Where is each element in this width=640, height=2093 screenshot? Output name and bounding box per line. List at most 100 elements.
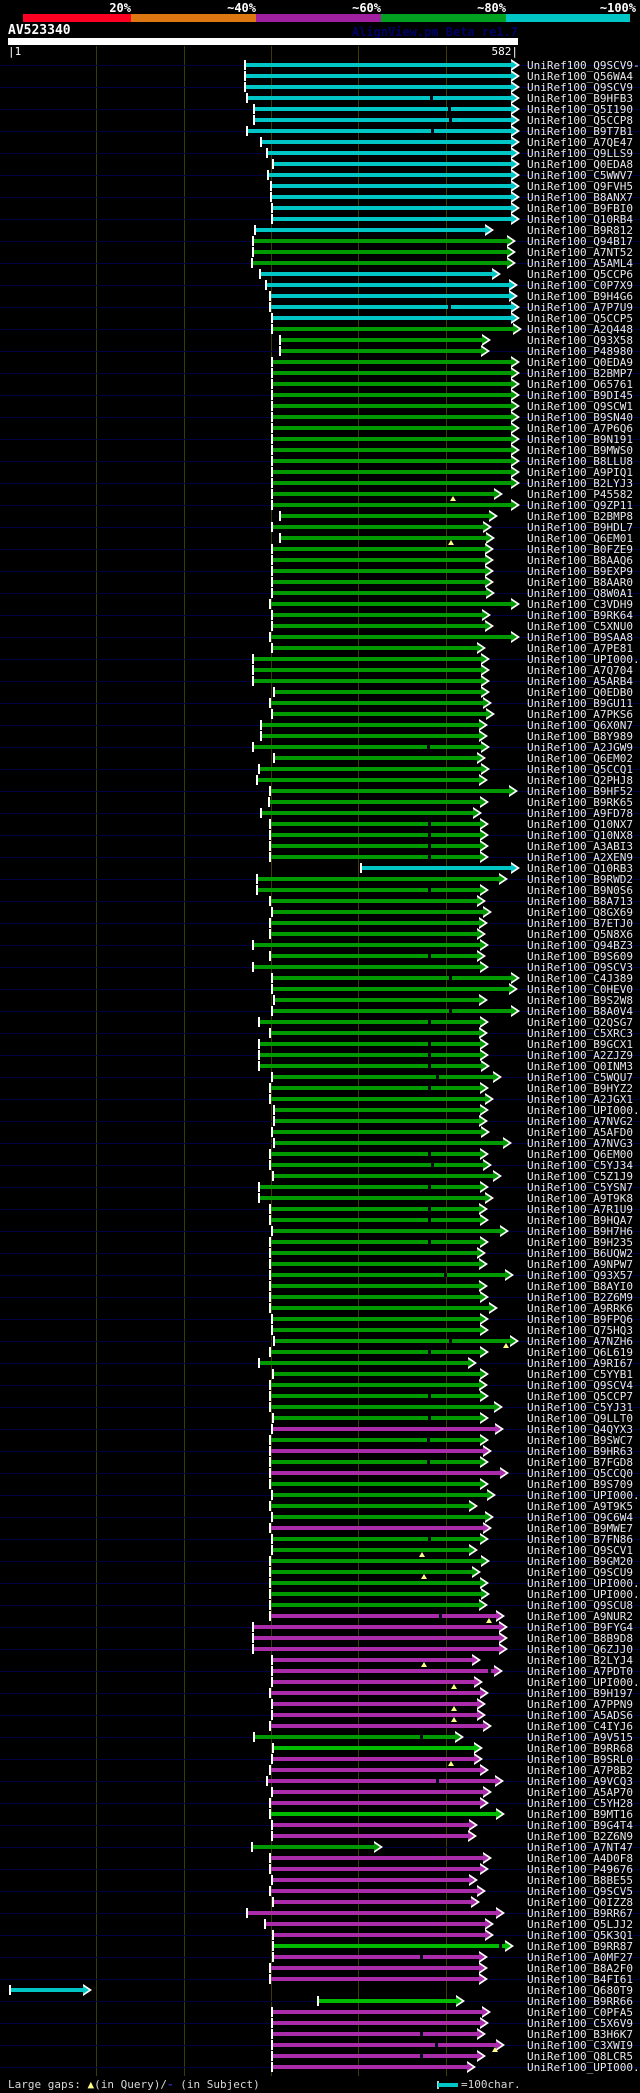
hit-accession-label[interactable]: UniRef100_Q5I190 bbox=[527, 103, 633, 116]
hit-bar[interactable] bbox=[253, 239, 508, 243]
hit-bar[interactable] bbox=[259, 1196, 486, 1200]
hit-accession-label[interactable]: UniRef100_Q0INM3 bbox=[527, 1060, 633, 1073]
hit-accession-label[interactable]: UniRef100_Q8W0A1 bbox=[527, 587, 633, 600]
hit-bar[interactable] bbox=[253, 657, 482, 661]
hit-bar[interactable] bbox=[270, 1218, 481, 1222]
hit-bar[interactable] bbox=[272, 1328, 481, 1332]
hit-accession-label[interactable]: UniRef100_C3XWI9 bbox=[527, 2039, 633, 2052]
hit-accession-label[interactable]: UniRef100_Q5CCP5 bbox=[527, 312, 633, 325]
hit-accession-label[interactable]: UniRef100_A5AP70 bbox=[527, 1786, 633, 1799]
hit-accession-label[interactable]: UniRef100_B9S709 bbox=[527, 1478, 633, 1491]
hit-bar[interactable] bbox=[270, 1240, 481, 1244]
hit-bar[interactable] bbox=[270, 1801, 481, 1805]
hit-accession-label[interactable]: UniRef100_Q5CCQ1 bbox=[527, 763, 633, 776]
hit-accession-label[interactable]: UniRef100_B8A0V4 bbox=[527, 1005, 633, 1018]
hit-bar[interactable] bbox=[270, 1273, 506, 1277]
hit-accession-label[interactable]: UniRef100_A7NVG3 bbox=[527, 1137, 633, 1150]
hit-accession-label[interactable]: UniRef100_Q75HQ3 bbox=[527, 1324, 633, 1337]
hit-accession-label[interactable]: UniRef100_A5ADS6 bbox=[527, 1709, 633, 1722]
hit-bar[interactable] bbox=[254, 1735, 456, 1739]
hit-bar[interactable] bbox=[272, 1669, 495, 1673]
hit-accession-label[interactable]: UniRef100_B9N191 bbox=[527, 433, 633, 446]
hit-accession-label[interactable]: UniRef100_B9H235 bbox=[527, 1236, 633, 1249]
hit-accession-label[interactable]: UniRef100_Q8GX69 bbox=[527, 906, 633, 919]
hit-bar[interactable] bbox=[270, 954, 478, 958]
hit-accession-label[interactable]: UniRef100_B8AAQ6 bbox=[527, 554, 633, 567]
hit-bar[interactable] bbox=[270, 844, 481, 848]
hit-accession-label[interactable]: UniRef100_B9GCX1 bbox=[527, 1038, 633, 1051]
hit-accession-label[interactable]: UniRef100_B7FN86 bbox=[527, 1533, 633, 1546]
hit-bar[interactable] bbox=[272, 470, 512, 474]
hit-bar[interactable] bbox=[272, 2032, 478, 2036]
hit-accession-label[interactable]: UniRef100_UPI000.. bbox=[527, 2061, 640, 2074]
hit-bar[interactable] bbox=[272, 481, 512, 485]
hit-accession-label[interactable]: UniRef100_C0P7X9 bbox=[527, 279, 633, 292]
hit-accession-label[interactable]: UniRef100_C4J389 bbox=[527, 972, 633, 985]
hit-bar[interactable] bbox=[274, 998, 480, 1002]
hit-bar[interactable] bbox=[261, 734, 480, 738]
hit-bar[interactable] bbox=[270, 1977, 480, 1981]
hit-accession-label[interactable]: UniRef100_Q10NX7 bbox=[527, 818, 633, 831]
hit-accession-label[interactable]: UniRef100_B9HYZ2 bbox=[527, 1082, 633, 1095]
hit-accession-label[interactable]: UniRef100_A9PIQ1 bbox=[527, 466, 633, 479]
hit-bar[interactable] bbox=[272, 591, 487, 595]
hit-bar[interactable] bbox=[272, 1229, 501, 1233]
hit-accession-label[interactable]: UniRef100_B3H6K7 bbox=[527, 2028, 633, 2041]
hit-accession-label[interactable]: UniRef100_P49676 bbox=[527, 1863, 633, 1876]
hit-bar[interactable] bbox=[273, 1746, 475, 1750]
hit-accession-label[interactable]: UniRef100_Q5CCP6 bbox=[527, 268, 633, 281]
hit-accession-label[interactable]: UniRef100_Q94B17 bbox=[527, 235, 633, 248]
hit-accession-label[interactable]: UniRef100_C4IYJ6 bbox=[527, 1720, 633, 1733]
hit-bar[interactable] bbox=[272, 976, 512, 980]
hit-accession-label[interactable]: UniRef100_B9MT16 bbox=[527, 1808, 633, 1821]
hit-accession-label[interactable]: UniRef100_B9FYG4 bbox=[527, 1621, 633, 1634]
hit-accession-label[interactable]: UniRef100_B7FGD8 bbox=[527, 1456, 633, 1469]
hit-bar[interactable] bbox=[259, 1185, 481, 1189]
hit-accession-label[interactable]: UniRef100_Q5LJJ2 bbox=[527, 1918, 633, 1931]
hit-bar[interactable] bbox=[272, 646, 478, 650]
hit-bar[interactable] bbox=[245, 85, 512, 89]
hit-bar[interactable] bbox=[270, 1284, 480, 1288]
hit-accession-label[interactable]: UniRef100_Q9SCU8 bbox=[527, 1599, 633, 1612]
hit-bar[interactable] bbox=[280, 338, 483, 342]
hit-bar[interactable] bbox=[272, 624, 486, 628]
hit-accession-label[interactable]: UniRef100_A7PKS6 bbox=[527, 708, 633, 721]
hit-accession-label[interactable]: UniRef100_Q9FVH5 bbox=[527, 180, 633, 193]
hit-accession-label[interactable]: UniRef100_A5AML4 bbox=[527, 257, 633, 270]
hit-accession-label[interactable]: UniRef100_UPI000.. bbox=[527, 653, 640, 666]
hit-accession-label[interactable]: UniRef100_Q9ZP11 bbox=[527, 499, 633, 512]
hit-bar[interactable] bbox=[259, 1064, 482, 1068]
hit-accession-label[interactable]: UniRef100_B8AYI0 bbox=[527, 1280, 633, 1293]
hit-accession-label[interactable]: UniRef100_Q4QYX3 bbox=[527, 1423, 633, 1436]
hit-bar[interactable] bbox=[272, 1130, 482, 1134]
hit-bar[interactable] bbox=[253, 943, 481, 947]
hit-accession-label[interactable]: UniRef100_Q5N8X6 bbox=[527, 928, 633, 941]
hit-accession-label[interactable]: UniRef100_B9GM20 bbox=[527, 1555, 633, 1568]
hit-accession-label[interactable]: UniRef100_Q2QSG7 bbox=[527, 1016, 633, 1029]
hit-bar[interactable] bbox=[273, 1372, 481, 1376]
hit-bar[interactable] bbox=[261, 140, 512, 144]
hit-bar[interactable] bbox=[272, 1658, 473, 1662]
hit-bar[interactable] bbox=[361, 866, 512, 870]
hit-bar[interactable] bbox=[270, 1163, 484, 1167]
hit-accession-label[interactable]: UniRef100_A7P6Q6 bbox=[527, 422, 633, 435]
hit-bar[interactable] bbox=[270, 1966, 480, 1970]
hit-accession-label[interactable]: UniRef100_B9MWE7 bbox=[527, 1522, 633, 1535]
hit-bar[interactable] bbox=[272, 415, 512, 419]
hit-accession-label[interactable]: UniRef100_C5XNU0 bbox=[527, 620, 633, 633]
hit-accession-label[interactable]: UniRef100_B6UQW2 bbox=[527, 1247, 633, 1260]
hit-accession-label[interactable]: UniRef100_Q5CCP8 bbox=[527, 114, 633, 127]
hit-accession-label[interactable]: UniRef100_P48980 bbox=[527, 345, 633, 358]
hit-bar[interactable] bbox=[272, 206, 512, 210]
hit-bar[interactable] bbox=[252, 261, 508, 265]
hit-bar[interactable] bbox=[272, 217, 512, 221]
hit-bar[interactable] bbox=[259, 1361, 469, 1365]
hit-accession-label[interactable]: UniRef100_A9VCQ3 bbox=[527, 1775, 633, 1788]
hit-accession-label[interactable]: UniRef100_C5YYB1 bbox=[527, 1368, 633, 1381]
hit-accession-label[interactable]: UniRef100_Q9SCV3 bbox=[527, 961, 633, 974]
hit-accession-label[interactable]: UniRef100_B2LYJ3 bbox=[527, 477, 633, 490]
hit-accession-label[interactable]: UniRef100_Q2PHJ8 bbox=[527, 774, 633, 787]
hit-accession-label[interactable]: UniRef100_B9R812 bbox=[527, 224, 633, 237]
hit-bar[interactable] bbox=[280, 536, 487, 540]
hit-bar[interactable] bbox=[272, 2065, 468, 2069]
